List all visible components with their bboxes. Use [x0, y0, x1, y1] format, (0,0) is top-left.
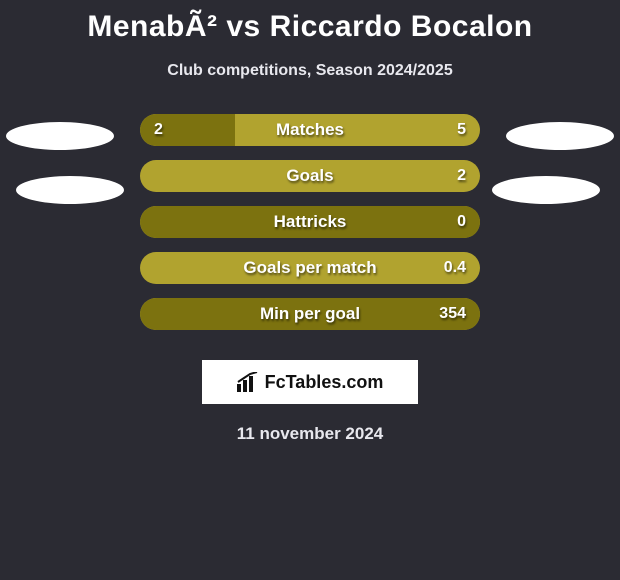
stat-value-right: 2	[457, 160, 466, 192]
branding-text: FcTables.com	[265, 372, 384, 393]
stat-bar-fill	[140, 206, 480, 238]
branding-box: FcTables.com	[202, 360, 418, 404]
stat-row: Hattricks0	[0, 206, 620, 238]
stat-bar: Matches25	[140, 114, 480, 146]
subtitle: Club competitions, Season 2024/2025	[0, 62, 620, 80]
avatar	[6, 122, 114, 150]
stat-bar-fill	[140, 298, 480, 330]
date-text: 11 november 2024	[0, 424, 620, 444]
stat-bar: Goals per match0.4	[140, 252, 480, 284]
page-title: MenabÃ² vs Riccardo Bocalon	[0, 0, 620, 44]
stat-value-right: 5	[457, 114, 466, 146]
bar-chart-icon	[237, 372, 259, 392]
stat-label: Goals per match	[140, 252, 480, 284]
stat-bar: Goals2	[140, 160, 480, 192]
avatar	[506, 122, 614, 150]
stat-row: Min per goal354	[0, 298, 620, 330]
stat-label: Goals	[140, 160, 480, 192]
stat-bar-fill	[140, 114, 235, 146]
avatar	[16, 176, 124, 204]
avatar	[492, 176, 600, 204]
stat-bar: Min per goal354	[140, 298, 480, 330]
stat-row: Goals per match0.4	[0, 252, 620, 284]
stat-value-right: 0.4	[444, 252, 466, 284]
stat-bar: Hattricks0	[140, 206, 480, 238]
